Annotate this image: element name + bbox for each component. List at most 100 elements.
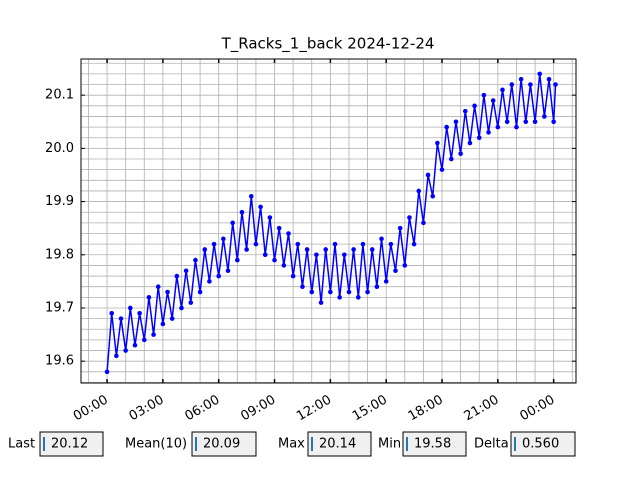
data-point <box>430 193 436 199</box>
stat-label: Last <box>8 437 35 452</box>
data-line <box>106 73 557 372</box>
data-point <box>188 300 194 305</box>
data-point <box>449 156 454 162</box>
data-point <box>532 119 538 125</box>
data-point <box>486 130 491 135</box>
data-point <box>374 284 380 290</box>
data-point <box>351 247 356 252</box>
data-point <box>300 284 305 290</box>
data-point <box>216 273 222 279</box>
data-point <box>435 140 440 146</box>
data-point <box>383 279 389 284</box>
data-point <box>379 236 384 242</box>
data-point <box>272 257 277 263</box>
data-point <box>323 247 329 252</box>
stat-box[interactable] <box>39 431 104 457</box>
data-point <box>304 247 310 252</box>
data-point <box>244 247 249 252</box>
stat-value: 19.58 <box>414 437 451 452</box>
data-point <box>118 316 124 321</box>
plot-frame <box>80 58 577 384</box>
data-point <box>290 273 296 279</box>
data-point <box>553 82 558 87</box>
data-point <box>458 151 463 156</box>
data-point <box>346 289 352 295</box>
stat-box[interactable] <box>510 431 576 457</box>
data-point <box>472 103 477 109</box>
data-point <box>416 188 422 194</box>
data-point <box>123 348 128 353</box>
data-point <box>114 353 119 359</box>
stat-box[interactable] <box>402 431 467 457</box>
stat-label: Max <box>278 437 305 452</box>
data-point <box>444 124 449 130</box>
data-point <box>495 124 501 130</box>
data-point <box>202 247 208 252</box>
x-tick-label: 00:00 <box>517 393 557 425</box>
data-point <box>402 263 408 268</box>
data-point <box>235 257 240 263</box>
data-point <box>551 119 556 125</box>
data-point <box>388 241 394 247</box>
data-point <box>332 241 338 247</box>
data-point <box>169 316 175 321</box>
data-point <box>514 124 519 130</box>
data-point <box>542 114 547 119</box>
data-point <box>141 337 147 343</box>
data-point <box>342 252 347 258</box>
data-point <box>197 289 203 295</box>
data-point <box>207 279 212 284</box>
data-point <box>248 193 254 199</box>
data-point <box>318 300 324 305</box>
stat-value: 20.09 <box>203 437 240 452</box>
data-point <box>286 231 291 236</box>
data-point <box>253 241 259 247</box>
data-point <box>262 252 268 258</box>
data-point <box>337 295 342 300</box>
y-tick-label: 19.7 <box>45 300 74 315</box>
data-point <box>328 289 333 295</box>
data-point <box>462 108 468 114</box>
data-point <box>221 236 226 242</box>
data-point <box>523 119 529 125</box>
data-point <box>183 268 189 274</box>
data-point <box>481 92 487 98</box>
data-point <box>500 87 505 93</box>
data-point <box>295 241 301 247</box>
data-point <box>281 263 287 268</box>
data-point <box>137 311 142 316</box>
chart-title: T_Racks_1_back 2024-12-24 <box>221 35 435 54</box>
data-point <box>439 167 445 172</box>
stat-box[interactable] <box>307 431 372 457</box>
data-point <box>155 284 161 290</box>
stat-value: 20.14 <box>319 437 356 452</box>
x-tick-label: 21:00 <box>462 393 502 425</box>
data-point <box>509 82 515 87</box>
data-point <box>160 321 166 327</box>
data-point <box>104 369 110 375</box>
stat-value: 20.12 <box>51 437 88 452</box>
data-point <box>365 289 370 295</box>
data-point <box>467 140 473 146</box>
data-point <box>369 247 375 252</box>
data-point <box>230 220 235 226</box>
data-point <box>314 252 319 258</box>
data-point <box>193 257 198 263</box>
x-tick-label: 09:00 <box>238 393 278 425</box>
data-point <box>174 273 180 279</box>
stat-box[interactable] <box>191 431 257 457</box>
data-point <box>407 215 412 220</box>
stat-value: 0.560 <box>522 437 559 452</box>
data-point <box>309 289 315 295</box>
data-point <box>397 225 403 231</box>
data-point <box>518 76 524 82</box>
data-point <box>411 241 417 247</box>
stat-label: Mean(10) <box>125 437 187 452</box>
data-point <box>546 76 552 82</box>
data-point <box>225 268 231 274</box>
x-tick-label: 18:00 <box>406 393 446 425</box>
data-point <box>211 241 217 247</box>
data-point <box>504 119 510 125</box>
stat-label: Delta <box>474 437 509 452</box>
